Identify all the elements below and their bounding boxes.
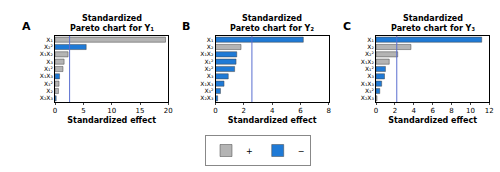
svg-text:10: 10 (466, 107, 475, 115)
svg-text:StandardizedPareto chart for Y: StandardizedPareto chart for Y₁ (70, 14, 154, 33)
svg-text:2: 2 (393, 107, 397, 115)
svg-text:X₁²: X₁² (365, 65, 375, 72)
svg-text:X₁X₃: X₁X₃ (40, 72, 54, 79)
svg-text:−: − (298, 147, 305, 156)
svg-text:X₁X₂: X₁X₂ (200, 50, 214, 57)
svg-text:X₂X₃: X₂X₃ (361, 94, 375, 101)
svg-text:4: 4 (270, 107, 275, 115)
svg-text:X₂: X₂ (367, 43, 374, 50)
svg-text:X₃: X₃ (367, 72, 374, 79)
svg-text:StandardizedPareto chart for Y: StandardizedPareto chart for Y₃ (391, 14, 475, 33)
svg-text:Standardized effect: Standardized effect (228, 116, 317, 125)
svg-text:X₁X₂: X₁X₂ (40, 50, 54, 57)
svg-text:X₃²: X₃² (44, 80, 54, 87)
svg-text:X₁: X₁ (207, 36, 214, 43)
svg-text:X₂: X₂ (207, 43, 214, 50)
svg-text:X₂X₃: X₂X₃ (200, 94, 214, 101)
svg-text:Standardized effect: Standardized effect (388, 116, 477, 125)
svg-text:X₃: X₃ (46, 58, 53, 65)
svg-text:X₁²: X₁² (204, 58, 214, 65)
svg-text:0: 0 (374, 107, 378, 115)
svg-text:Standardized effect: Standardized effect (67, 116, 156, 125)
svg-text:20: 20 (164, 107, 173, 115)
svg-text:X₁X₂: X₁X₂ (361, 58, 375, 65)
svg-text:0: 0 (213, 107, 217, 115)
svg-text:X₂²: X₂² (204, 65, 214, 72)
svg-text:X₂X₃: X₂X₃ (40, 94, 54, 101)
svg-text:X₃²: X₃² (365, 87, 375, 94)
svg-text:6: 6 (430, 107, 435, 115)
svg-text:0: 0 (53, 107, 57, 115)
svg-text:A: A (22, 20, 31, 33)
svg-text:12: 12 (485, 107, 494, 115)
svg-text:X₃²: X₃² (204, 87, 214, 94)
svg-text:X₂²: X₂² (44, 43, 54, 50)
svg-text:C: C (343, 20, 351, 33)
svg-text:X₂²: X₂² (365, 50, 375, 57)
svg-text:X₃: X₃ (207, 72, 214, 79)
svg-text:X₁: X₁ (367, 36, 374, 43)
svg-text:X₂: X₂ (46, 87, 53, 94)
svg-text:10: 10 (107, 107, 116, 115)
svg-text:8: 8 (327, 107, 331, 115)
svg-text:StandardizedPareto chart for Y: StandardizedPareto chart for Y₂ (230, 14, 314, 33)
svg-text:2: 2 (242, 107, 246, 115)
svg-text:5: 5 (81, 107, 85, 115)
svg-text:X₁²: X₁² (44, 65, 54, 72)
svg-text:X₁X₃: X₁X₃ (361, 80, 375, 87)
svg-text:4: 4 (412, 107, 417, 115)
svg-text:8: 8 (449, 107, 453, 115)
svg-text:X₁X₃: X₁X₃ (200, 80, 214, 87)
svg-text:+: + (246, 147, 253, 156)
svg-text:B: B (182, 20, 190, 33)
svg-text:X₁: X₁ (46, 36, 53, 43)
svg-text:6: 6 (298, 107, 303, 115)
svg-text:15: 15 (136, 107, 145, 115)
